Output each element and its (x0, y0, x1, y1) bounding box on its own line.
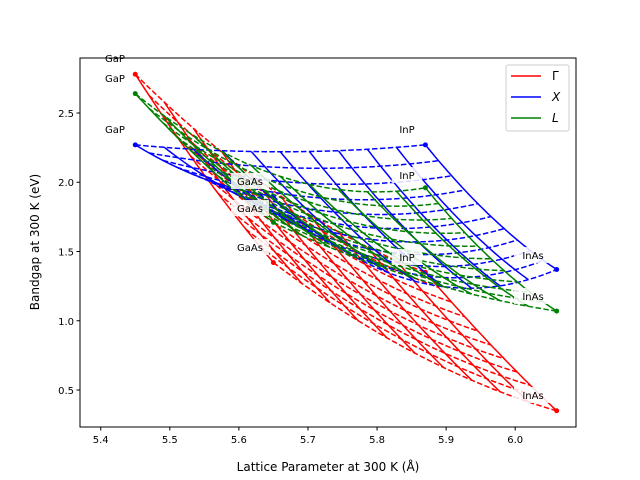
const-as-line (176, 136, 465, 235)
const-as-line (245, 190, 531, 268)
label-box (514, 387, 552, 403)
const-as-line (217, 192, 505, 360)
x-tick-label: 6.0 (507, 435, 523, 446)
const-as-line (135, 144, 426, 153)
label-InAs: InAs (522, 391, 543, 402)
series-L (132, 91, 560, 314)
const-in-line (337, 150, 473, 289)
binary-point (132, 91, 138, 97)
binary-point (554, 267, 560, 273)
label-box (231, 239, 269, 255)
const-in-line (395, 260, 529, 403)
const-in-line (366, 191, 501, 302)
label-GaAs: GaAs (237, 177, 263, 188)
const-as-line (245, 199, 531, 294)
axes-frame (79, 57, 577, 428)
label-InP: InP (399, 171, 414, 182)
const-as-line (217, 175, 505, 272)
const-in-line (366, 148, 501, 287)
const-as-line (190, 172, 479, 216)
label-GaAs: GaAs (237, 243, 263, 254)
const-in-line (366, 246, 501, 393)
const-as-line (259, 245, 544, 399)
y-tick-label: 2.5 (58, 109, 74, 120)
binary-point (422, 142, 428, 148)
x-tick-label: 5.9 (438, 435, 454, 446)
plot-area (132, 71, 560, 414)
const-in-line (395, 190, 529, 307)
label-InP: InP (399, 125, 414, 136)
const-as-line (273, 221, 557, 312)
label-InP: InP (399, 253, 414, 264)
const-as-line (190, 155, 479, 332)
const-as-line (231, 187, 518, 283)
const-as-line (272, 261, 557, 412)
binary-point (554, 308, 560, 314)
label-GaP: GaP (105, 74, 125, 85)
binary-point (270, 219, 276, 225)
legend-label-X: X (551, 90, 561, 104)
x-axis-label: Lattice Parameter at 300 K (Å) (237, 459, 420, 474)
const-as-line (259, 210, 544, 303)
y-tick-label: 1.5 (58, 248, 74, 259)
label-box (231, 173, 269, 189)
y-axis-label: Bandgap at 300 K (eV) (28, 174, 42, 310)
const-in-line (163, 101, 303, 284)
const-as-line (272, 195, 557, 289)
binary-point (554, 408, 560, 414)
label-box (391, 121, 423, 137)
const-as-line (162, 122, 452, 221)
const-as-line (217, 182, 505, 243)
label-box (391, 167, 423, 183)
y-tick-label: 1.0 (58, 317, 74, 328)
const-as-line (203, 174, 492, 346)
legend-label-gamma: Γ (552, 69, 559, 83)
const-as-line (231, 187, 518, 256)
label-InAs: InAs (522, 292, 543, 303)
axis-ticks: 5.4 5.5 5.6 5.7 5.8 5.9 6.0 0.5 1.0 1.5 2.0 2.5 (58, 109, 523, 446)
label-GaP: GaP (105, 54, 125, 65)
x-tick-label: 5.5 (162, 435, 178, 446)
legend: ΓXL (505, 64, 570, 132)
x-tick-label: 5.6 (231, 435, 247, 446)
label-box (99, 70, 131, 86)
const-as-line (148, 152, 439, 169)
x-tick-label: 5.8 (369, 435, 385, 446)
label-GaP: GaP (105, 125, 125, 136)
y-tick-label: 0.5 (58, 386, 74, 397)
const-as-line (231, 211, 518, 373)
const-in-line (308, 151, 444, 288)
label-box (231, 200, 269, 216)
label-box (99, 121, 131, 137)
label-box (391, 249, 423, 265)
const-as-line (245, 228, 531, 387)
x-tick-label: 5.7 (300, 435, 316, 446)
const-in-line (308, 183, 444, 288)
label-InAs: InAs (522, 251, 543, 262)
binary-point (132, 142, 138, 148)
label-box (514, 288, 552, 304)
x-tick-label: 5.4 (93, 435, 109, 446)
binary-point (132, 71, 138, 77)
label-GaAs: GaAs (237, 204, 263, 215)
label-box (514, 247, 552, 263)
legend-label-L: L (552, 111, 559, 125)
binary-point (270, 260, 276, 266)
const-as-line (203, 162, 492, 260)
binary-point (422, 185, 428, 191)
y-tick-label: 2.0 (58, 178, 74, 189)
